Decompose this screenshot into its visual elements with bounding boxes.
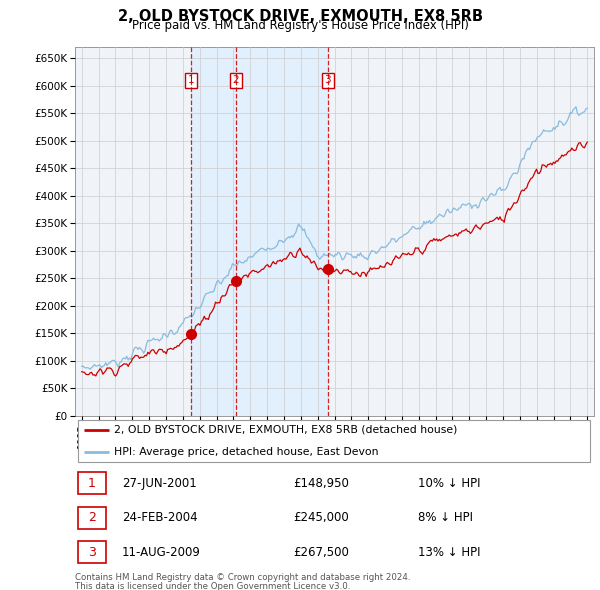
Text: 2: 2 — [232, 75, 239, 85]
Text: 10% ↓ HPI: 10% ↓ HPI — [418, 477, 480, 490]
FancyBboxPatch shape — [77, 541, 106, 563]
Text: HPI: Average price, detached house, East Devon: HPI: Average price, detached house, East… — [114, 447, 379, 457]
Text: 27-JUN-2001: 27-JUN-2001 — [122, 477, 196, 490]
Text: 13% ↓ HPI: 13% ↓ HPI — [418, 546, 480, 559]
Text: 3: 3 — [325, 75, 331, 85]
Text: 2, OLD BYSTOCK DRIVE, EXMOUTH, EX8 5RB (detached house): 2, OLD BYSTOCK DRIVE, EXMOUTH, EX8 5RB (… — [114, 425, 457, 435]
Text: 11-AUG-2009: 11-AUG-2009 — [122, 546, 200, 559]
Text: 8% ↓ HPI: 8% ↓ HPI — [418, 511, 473, 525]
Text: 24-FEB-2004: 24-FEB-2004 — [122, 511, 197, 525]
Text: Price paid vs. HM Land Registry's House Price Index (HPI): Price paid vs. HM Land Registry's House … — [131, 19, 469, 32]
Text: £245,000: £245,000 — [293, 511, 349, 525]
Text: 2, OLD BYSTOCK DRIVE, EXMOUTH, EX8 5RB: 2, OLD BYSTOCK DRIVE, EXMOUTH, EX8 5RB — [118, 9, 482, 24]
Text: 3: 3 — [88, 546, 96, 559]
Text: £148,950: £148,950 — [293, 477, 349, 490]
Text: Contains HM Land Registry data © Crown copyright and database right 2024.: Contains HM Land Registry data © Crown c… — [75, 573, 410, 582]
FancyBboxPatch shape — [77, 507, 106, 529]
Text: 2: 2 — [88, 511, 96, 525]
Text: This data is licensed under the Open Government Licence v3.0.: This data is licensed under the Open Gov… — [75, 582, 350, 590]
Text: £267,500: £267,500 — [293, 546, 349, 559]
FancyBboxPatch shape — [77, 472, 106, 494]
FancyBboxPatch shape — [77, 420, 590, 462]
Bar — [191, 47, 328, 416]
Text: 1: 1 — [188, 75, 194, 85]
Text: 1: 1 — [88, 477, 96, 490]
